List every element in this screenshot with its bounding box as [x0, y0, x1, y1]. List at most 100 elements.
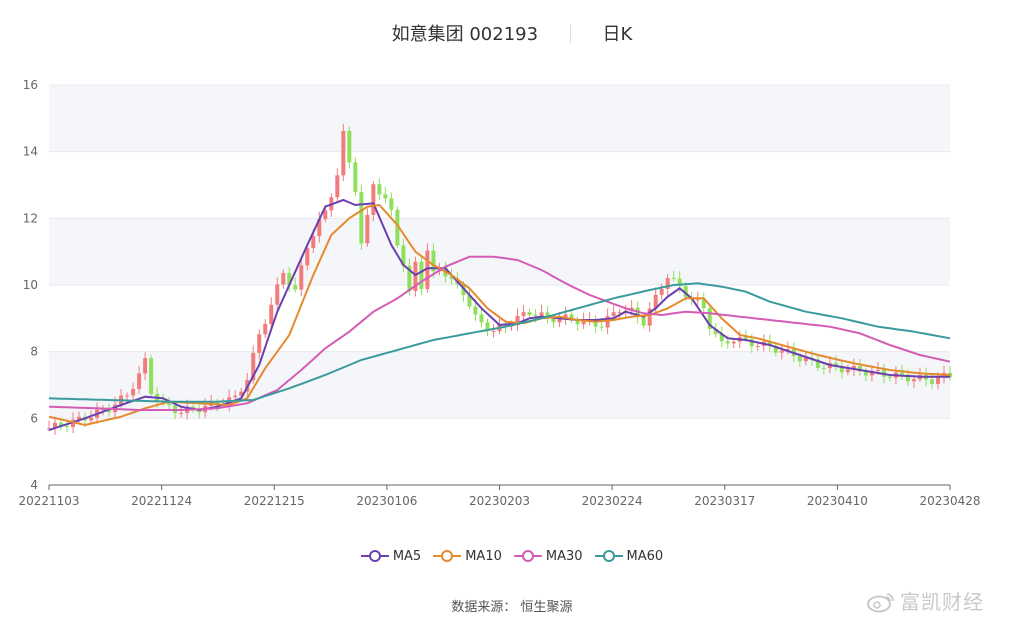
plot-band [49, 151, 950, 219]
candle-body [257, 334, 262, 353]
legend-swatch [433, 550, 462, 562]
legend-item-ma60[interactable]: MA60 [594, 549, 663, 564]
candle-body [821, 367, 826, 369]
candle-body [677, 278, 682, 287]
candle-body [785, 348, 790, 351]
candle-body [425, 250, 430, 289]
candle-body [545, 312, 550, 318]
candle-body [47, 428, 51, 430]
x-tick-label: 20230224 [582, 494, 643, 508]
candle-body [503, 324, 508, 327]
candle-body [575, 320, 580, 325]
candle-body [77, 416, 82, 420]
watermark-text: 富凯财经 [900, 590, 984, 614]
candle-body [269, 304, 274, 324]
candle-body [695, 299, 700, 301]
plot-band [49, 85, 950, 152]
legend-item-ma30[interactable]: MA30 [513, 549, 583, 564]
candle-body [317, 219, 322, 237]
candle-body [179, 412, 184, 414]
plot-band [49, 418, 950, 485]
candle-body [107, 409, 112, 413]
y-tick-label: 4 [30, 478, 38, 492]
candle-body [233, 395, 238, 398]
candle-body [251, 352, 256, 381]
candle-body [671, 277, 676, 279]
candle-body [569, 314, 574, 321]
x-tick-label: 20230317 [694, 494, 755, 508]
legend-label: MA5 [392, 549, 422, 564]
legend-swatch [594, 550, 623, 562]
plot-band [49, 218, 950, 285]
candle-body [659, 288, 664, 295]
legend-item-ma5[interactable]: MA5 [360, 549, 422, 564]
x-tick-label: 20230428 [919, 494, 980, 508]
candle-body [839, 366, 844, 373]
candle-body [263, 323, 268, 335]
legend-item-ma10[interactable]: MA10 [433, 549, 502, 564]
candle-body [683, 286, 688, 297]
candle-body [767, 341, 772, 346]
candle-body [845, 369, 850, 373]
candle-body [647, 308, 652, 326]
candle-body [359, 192, 364, 244]
x-tick-label: 20230203 [469, 494, 530, 508]
candle-body [641, 317, 646, 326]
candle-body [395, 209, 400, 246]
candle-body [299, 265, 304, 290]
candle-body [731, 341, 736, 344]
ma-line-ma10 [48, 203, 951, 427]
candle-body [59, 422, 64, 427]
ma-line-ma60 [48, 282, 951, 403]
candle-body [467, 295, 472, 307]
candle-body [701, 299, 706, 309]
candle-body [527, 312, 532, 315]
candle-body [383, 194, 388, 199]
x-tick-label: 20221215 [244, 494, 305, 508]
candle-body [563, 314, 568, 319]
candle-body [143, 358, 148, 374]
x-tick-label: 20221124 [131, 494, 192, 508]
candle-body [779, 350, 784, 353]
candle-body [287, 272, 292, 286]
data-source: 数据来源： 恒生聚源 [451, 600, 573, 615]
x-tick-label: 20230410 [807, 494, 868, 508]
candle-body [911, 379, 916, 382]
candle-body [905, 374, 910, 382]
candle-body [125, 395, 130, 397]
candle-body [581, 319, 586, 325]
y-tick-label: 10 [23, 278, 38, 292]
y-tick-label: 12 [23, 211, 38, 225]
watermark: 富凯财经 [866, 586, 984, 615]
candle-body [948, 372, 952, 378]
candle-body [281, 272, 286, 285]
candle-body [137, 373, 142, 389]
stock-name: 如意集团 [391, 24, 464, 45]
legend: MA5 MA10 MA30 MA60 [0, 549, 1024, 564]
candle-body [71, 419, 76, 428]
candle-body [617, 312, 622, 314]
candle-body [749, 339, 754, 347]
candle-body [797, 356, 802, 362]
candle-body [275, 284, 280, 305]
candle-body [419, 261, 424, 289]
x-tick-label: 20230106 [356, 494, 417, 508]
candle-body [593, 319, 598, 327]
candle-body [131, 388, 136, 396]
y-tick-label: 8 [30, 345, 38, 359]
legend-swatch [513, 550, 542, 562]
candle-body [239, 391, 244, 396]
candle-body [869, 370, 874, 376]
weibo-icon [867, 593, 894, 613]
candle-body [401, 245, 406, 266]
candle-body [53, 422, 58, 429]
y-tick-label: 14 [23, 145, 38, 159]
candle-body [479, 314, 484, 323]
candle-body [323, 210, 328, 220]
candle-body [815, 359, 820, 368]
ma-line-ma30 [48, 255, 951, 411]
candle-body [755, 345, 760, 347]
period-label[interactable]: 日K [602, 24, 633, 45]
candle-body [833, 363, 838, 367]
kline-chart: 4 6 8 10 12 14 16 20221103 20221124 20221215 20230… [18, 78, 980, 508]
